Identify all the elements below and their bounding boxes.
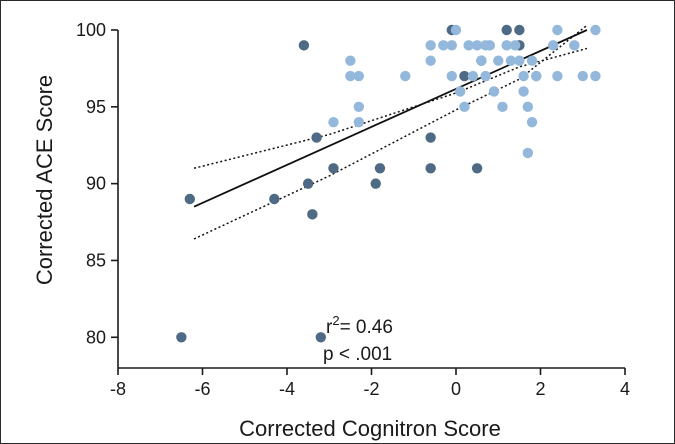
data-point-light bbox=[328, 116, 339, 128]
r-squared-annotation: r2= 0.46 bbox=[326, 313, 393, 338]
data-point-light bbox=[480, 40, 491, 51]
data-point-light bbox=[353, 70, 365, 82]
confidence-band-lower bbox=[193, 24, 588, 240]
data-point-light bbox=[531, 70, 542, 82]
data-point-dark bbox=[307, 209, 318, 220]
data-point-light bbox=[463, 40, 474, 51]
data-point-light bbox=[590, 70, 601, 82]
data-point-light bbox=[514, 55, 525, 66]
data-point-light bbox=[526, 116, 538, 128]
data-point-light bbox=[459, 101, 470, 113]
x-tick-label: 2 bbox=[535, 379, 545, 399]
data-point-light bbox=[509, 40, 521, 51]
y-tick-label: 100 bbox=[76, 20, 106, 40]
data-point-light bbox=[353, 101, 365, 113]
data-point-light bbox=[446, 40, 457, 51]
data-point-light bbox=[425, 40, 436, 51]
data-point-light bbox=[518, 86, 529, 97]
data-point-light bbox=[353, 116, 365, 128]
data-point-light bbox=[488, 86, 500, 97]
data-point-dark bbox=[302, 178, 314, 189]
x-axis-label: Corrected Cognitron Score bbox=[239, 416, 501, 441]
x-tick-label: -4 bbox=[279, 379, 295, 399]
data-point-light bbox=[547, 40, 559, 51]
data-point-dark bbox=[425, 163, 436, 174]
data-point-light bbox=[493, 55, 504, 66]
data-point-light bbox=[455, 86, 466, 97]
x-tick-label: -6 bbox=[194, 379, 210, 399]
data-point-dark bbox=[370, 178, 381, 189]
data-point-light bbox=[467, 70, 479, 82]
x-tick-label: 4 bbox=[620, 379, 630, 399]
data-point-light bbox=[518, 70, 529, 82]
data-point-dark bbox=[514, 24, 525, 36]
data-point-dark bbox=[315, 332, 326, 343]
data-point-light bbox=[425, 55, 436, 66]
data-point-light bbox=[480, 70, 491, 82]
y-tick-label: 85 bbox=[86, 250, 106, 270]
data-point-dark bbox=[184, 193, 196, 205]
data-point-dark bbox=[501, 24, 512, 36]
data-point-dark bbox=[311, 132, 322, 143]
data-point-dark bbox=[425, 132, 436, 143]
data-point-light bbox=[438, 40, 449, 51]
p-value-annotation: p < .001 bbox=[323, 344, 392, 365]
data-point-light bbox=[505, 55, 517, 66]
data-point-dark bbox=[328, 163, 339, 174]
data-point-light bbox=[522, 147, 534, 159]
plot-layer: -8 -6 -4 -2 0 2 4 80 85 90 95 100 bbox=[76, 20, 630, 399]
x-tick-label: -2 bbox=[363, 379, 379, 399]
data-point-light bbox=[552, 24, 563, 36]
data-point-light bbox=[400, 70, 411, 82]
data-point-dark bbox=[298, 40, 310, 51]
data-point-light bbox=[577, 70, 588, 82]
data-point-light bbox=[590, 24, 601, 36]
y-tick-label: 90 bbox=[86, 174, 106, 194]
y-tick-label: 95 bbox=[86, 97, 106, 117]
data-point-dark bbox=[459, 70, 470, 82]
data-point-light bbox=[450, 24, 462, 36]
y-axis-label: Corrected ACE Score bbox=[32, 75, 57, 285]
data-point-light bbox=[552, 70, 563, 82]
data-point-light bbox=[526, 55, 538, 66]
data-point-light bbox=[345, 70, 356, 82]
x-tick-label: -8 bbox=[110, 379, 126, 399]
x-tick-label: 0 bbox=[451, 379, 461, 399]
data-point-dark bbox=[374, 163, 386, 174]
y-tick-label: 80 bbox=[86, 327, 106, 347]
data-point-dark bbox=[269, 193, 280, 205]
data-point-light bbox=[446, 70, 457, 82]
data-point-light bbox=[497, 101, 508, 113]
data-point-light bbox=[345, 55, 356, 66]
data-point-dark bbox=[471, 163, 483, 174]
data-point-light bbox=[569, 40, 580, 51]
data-point-dark bbox=[176, 332, 187, 343]
data-point-light bbox=[501, 40, 512, 51]
data-point-light bbox=[476, 55, 487, 66]
data-point-light bbox=[471, 40, 483, 51]
data-point-light bbox=[522, 101, 534, 113]
regression-line bbox=[193, 29, 588, 208]
